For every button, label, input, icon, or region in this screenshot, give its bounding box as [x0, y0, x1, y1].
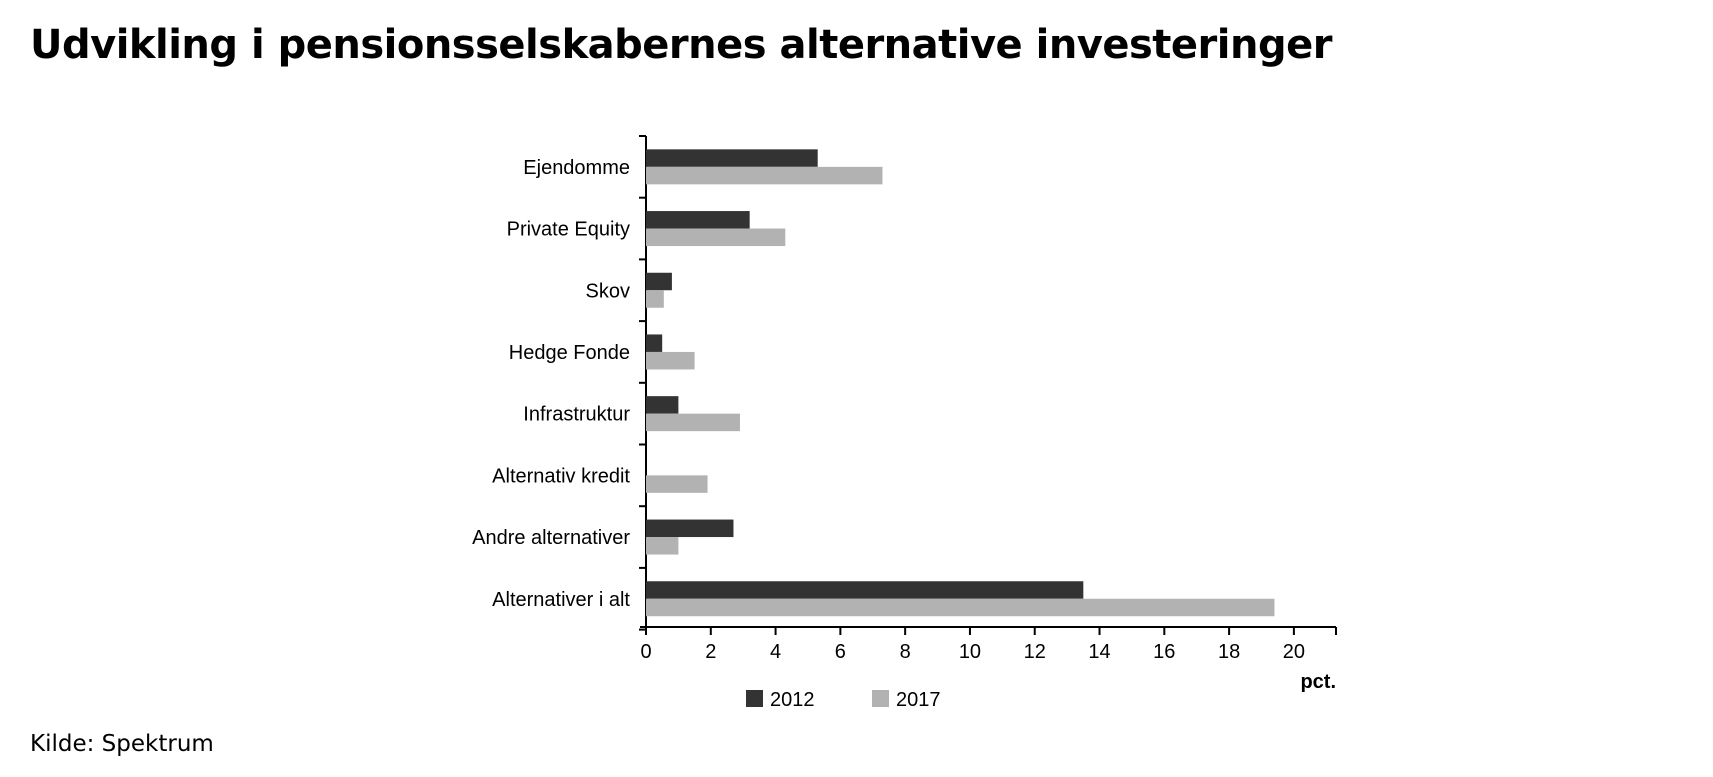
category-label: Private Equity	[507, 219, 630, 241]
bar-2012	[646, 211, 750, 229]
x-tick-label: 14	[1088, 641, 1110, 663]
x-tick-label: 12	[1024, 641, 1046, 663]
category-label: Infrastruktur	[523, 404, 630, 426]
category-label: Ejendomme	[523, 157, 630, 179]
chart-legend: 2012 2017	[746, 689, 941, 711]
category-label: Andre alternativer	[472, 527, 630, 549]
bar-2017	[646, 475, 708, 493]
x-axis-label: pct.	[1300, 671, 1336, 693]
x-tick-label: 6	[835, 641, 846, 663]
x-tick-label: 0	[640, 641, 651, 663]
x-tick-label: 4	[770, 641, 781, 663]
chart-bars	[646, 149, 1275, 617]
bar-2012	[646, 334, 663, 352]
category-label: Alternativ kredit	[492, 465, 630, 487]
bar-2017	[646, 537, 679, 555]
chart-axes	[639, 135, 1337, 635]
bar-2017	[646, 166, 883, 185]
bar-2017	[646, 598, 1275, 617]
legend-label: 2017	[896, 689, 941, 711]
x-tick-label: 8	[900, 641, 911, 663]
bar-2012	[646, 149, 818, 167]
legend-label: 2012	[770, 689, 815, 711]
x-tick-label: 16	[1153, 641, 1175, 663]
page-title: Udvikling i pensionsselskabernes alterna…	[30, 22, 1332, 68]
legend-swatch	[872, 690, 889, 707]
bar-2017	[646, 290, 664, 308]
bar-2017	[646, 228, 786, 247]
bar-2012	[646, 396, 679, 414]
bar-2017	[646, 413, 740, 432]
x-tick-label: 2	[705, 641, 716, 663]
legend-swatch	[746, 690, 763, 707]
bar-2012	[646, 272, 672, 291]
x-tick-label: 20	[1283, 641, 1305, 663]
category-label: Skov	[586, 280, 630, 302]
category-label: Hedge Fonde	[509, 342, 630, 364]
bar-2012	[646, 581, 1084, 599]
x-tick-label: 18	[1218, 641, 1240, 663]
bar-2012	[646, 519, 734, 538]
chart-labels: 0 2 4 6 8 10 12 14 16 18 20 pct. Ejendomme Private Eq…	[472, 157, 1336, 693]
category-label: Alternativer i alt	[492, 589, 630, 611]
x-tick-label: 10	[959, 641, 981, 663]
source-note: Kilde: Spektrum	[30, 731, 214, 757]
bar-2017	[646, 351, 695, 370]
